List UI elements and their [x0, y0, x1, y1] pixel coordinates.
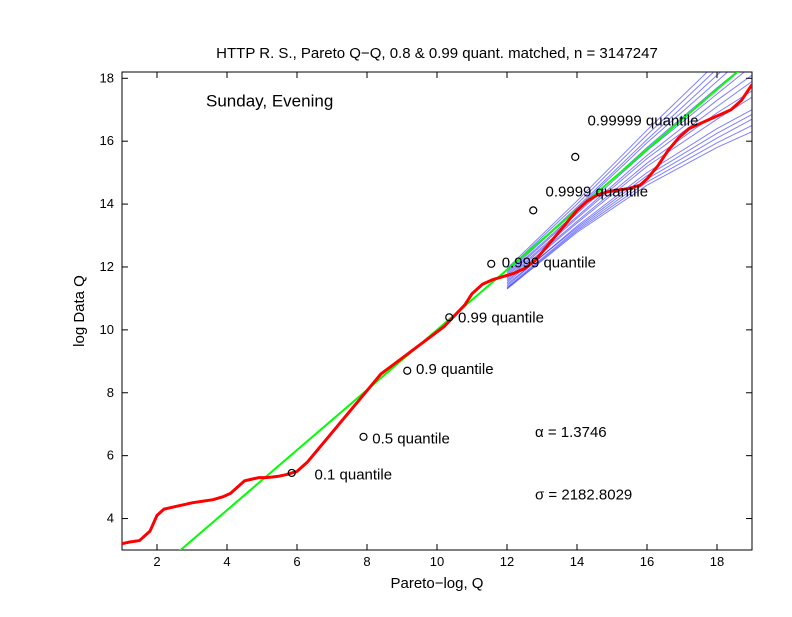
- data-line: [122, 85, 752, 544]
- y-axis-label: log Data Q: [71, 275, 88, 347]
- x-tick-label: 16: [640, 554, 654, 569]
- x-tick-label: 12: [500, 554, 514, 569]
- y-tick-label: 12: [100, 259, 114, 274]
- alpha-annotation: α = 1.3746: [535, 424, 607, 441]
- quantile-label: 0.999 quantile: [502, 254, 596, 271]
- quantile-label: 0.9 quantile: [416, 361, 494, 378]
- plot-box: [122, 72, 752, 550]
- quantile-marker: [530, 207, 537, 214]
- chart-title: HTTP R. S., Pareto Q−Q, 0.8 & 0.99 quant…: [216, 45, 658, 62]
- quantile-label: 0.99999 quantile: [588, 113, 699, 130]
- y-tick-label: 14: [100, 196, 114, 211]
- quantile-marker: [360, 433, 367, 440]
- subtitle: Sunday, Evening: [206, 92, 333, 111]
- y-tick-label: 4: [107, 511, 114, 526]
- quantile-marker: [488, 260, 495, 267]
- x-tick-label: 14: [570, 554, 584, 569]
- x-axis-label: Pareto−log, Q: [391, 575, 484, 592]
- reference-line: [122, 59, 752, 600]
- sigma-annotation: σ = 2182.8029: [535, 487, 632, 504]
- y-tick-label: 16: [100, 133, 114, 148]
- quantile-label: 0.9999 quantile: [546, 184, 649, 201]
- x-tick-label: 6: [293, 554, 300, 569]
- quantile-marker: [404, 367, 411, 374]
- quantile-label: 0.1 quantile: [315, 467, 393, 484]
- y-tick-label: 6: [107, 448, 114, 463]
- x-tick-label: 4: [223, 554, 230, 569]
- y-tick-label: 18: [100, 70, 114, 85]
- quantile-marker: [572, 153, 579, 160]
- quantile-label: 0.99 quantile: [458, 309, 544, 326]
- x-tick-label: 8: [363, 554, 370, 569]
- x-tick-label: 18: [710, 554, 724, 569]
- qq-plot-chart: 2 4 6 8 10 12 14 16 18 4 6 8 10 12 14 16 18 0.1 quantile 0…: [0, 0, 792, 612]
- y-tick-label: 8: [107, 385, 114, 400]
- quantile-label: 0.5 quantile: [372, 430, 450, 447]
- y-tick-label: 10: [100, 322, 114, 337]
- x-tick-label: 2: [153, 554, 160, 569]
- x-tick-label: 10: [430, 554, 444, 569]
